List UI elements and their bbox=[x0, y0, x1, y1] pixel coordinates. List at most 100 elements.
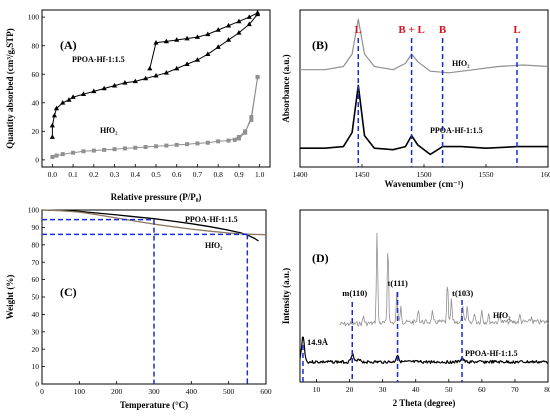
panel-a-x-tick-label: 0.7 bbox=[193, 170, 203, 179]
panel-d-frame bbox=[299, 209, 549, 383]
panel-b-series-line bbox=[300, 84, 548, 156]
panel-a-y-tick-label: 0 bbox=[35, 155, 39, 164]
panel-c: 0 100 200 300 400 500 600 0 10 20 30 40 50 60 70 80 90 10… bbox=[5, 206, 272, 410]
panel-b-series-line bbox=[300, 18, 549, 74]
panel-c-y-tick-label: 10 bbox=[32, 362, 40, 371]
panel-a-point bbox=[54, 153, 59, 158]
panel-a-point bbox=[49, 134, 55, 139]
panel-a-point bbox=[225, 37, 232, 42]
panel-a-point bbox=[215, 27, 221, 32]
panel-d-peak-label: t(111) bbox=[388, 278, 408, 288]
panel-b-band-label: B bbox=[439, 24, 447, 36]
panel-d-peak-label: t(103) bbox=[452, 288, 473, 298]
panel-a-point bbox=[80, 91, 87, 97]
panel-a-x-tick-label: 0.2 bbox=[89, 170, 99, 179]
panel-a-point bbox=[174, 65, 180, 71]
panel-a-point bbox=[254, 10, 261, 15]
panel-c-label: (C) bbox=[60, 285, 77, 299]
panel-b-band-label: L bbox=[513, 24, 520, 36]
panel-a-x-tick-label: 0.9 bbox=[234, 170, 244, 179]
panel-a-y-tick-label: 60 bbox=[32, 70, 40, 79]
panel-a-point bbox=[246, 14, 252, 19]
panel-a-y-tick-label: 100 bbox=[28, 13, 40, 22]
panel-a-series-line bbox=[234, 77, 259, 141]
panel-a-point bbox=[101, 85, 107, 91]
panel-a-point bbox=[60, 99, 66, 105]
panel-d-series-label: PPOA-Hf-1:1.5 bbox=[465, 349, 518, 358]
panel-a-series-label: PPOA-Hf-1:1.5 bbox=[72, 55, 125, 64]
panel-c-x-tick-label: 200 bbox=[111, 387, 123, 396]
panel-d-x-tick-label: 50 bbox=[445, 385, 453, 394]
panel-d-x-tick-label: 70 bbox=[511, 385, 519, 394]
panel-a-point bbox=[60, 152, 65, 157]
panel-a-x-tick-label: 0.8 bbox=[213, 170, 223, 179]
panel-c-y-label: Weight (%) bbox=[5, 275, 15, 320]
panel-a-point bbox=[174, 37, 180, 42]
panel-a-point bbox=[66, 97, 72, 102]
panel-a-point bbox=[246, 21, 252, 27]
panel-c-y-tick-label: 30 bbox=[32, 327, 40, 336]
panel-d-x-label: 2 Theta (degree) bbox=[393, 398, 456, 408]
panel-a-y-tick-label: 20 bbox=[32, 127, 40, 136]
panel-a-point bbox=[102, 147, 107, 152]
panel-c-y-tick-label: 20 bbox=[32, 345, 40, 354]
panel-a-point bbox=[50, 155, 55, 160]
panel-d-peak-label: m(110) bbox=[342, 288, 367, 298]
panel-a-point bbox=[226, 138, 231, 143]
panel-d-series-line bbox=[299, 336, 549, 365]
panel-a-point bbox=[205, 140, 210, 145]
panel-a-point bbox=[51, 112, 58, 118]
panel-b-band-label: B + L bbox=[398, 24, 424, 36]
panel-d-series-label: HfO₂ bbox=[493, 311, 511, 320]
panel-b-x-label: Wavenumber (cm⁻¹) bbox=[384, 179, 463, 189]
panel-a-point bbox=[153, 40, 159, 45]
panel-a-point bbox=[112, 147, 117, 152]
panel-d-x-tick-label: 20 bbox=[346, 385, 354, 394]
panel-b-series-label: PPOA-Hf-1:1.5 bbox=[430, 126, 483, 135]
panel-c-y-tick-label: 70 bbox=[32, 258, 40, 267]
panel-b-y-label: Absorbance (a.u.) bbox=[281, 54, 291, 122]
panel-b-series-label: HfO₂ bbox=[452, 59, 470, 68]
panel-c-x-tick-label: 600 bbox=[260, 387, 272, 396]
panel-c-y-tick-label: 80 bbox=[32, 240, 40, 249]
panel-a-point bbox=[249, 117, 254, 122]
panel-a-point bbox=[225, 22, 232, 28]
panel-a-x-label: Relative pressure (P/P₀) bbox=[111, 192, 202, 202]
panel-a-point bbox=[143, 145, 148, 150]
panel-a-point bbox=[185, 142, 190, 147]
panel-a-point bbox=[163, 70, 169, 75]
panel-b-label: (B) bbox=[312, 38, 328, 52]
panel-a-point bbox=[184, 35, 190, 41]
panel-c-y-tick-label: 100 bbox=[28, 206, 40, 215]
panel-a-point bbox=[53, 105, 60, 111]
panel-a-label: (A) bbox=[60, 38, 77, 52]
panel-b-x-tick-label: 1450 bbox=[355, 170, 370, 179]
panel-a-y-tick-label: 80 bbox=[32, 41, 40, 50]
panel-c-x-tick-label: 100 bbox=[74, 387, 86, 396]
panel-c-x-tick-label: 300 bbox=[148, 387, 160, 396]
panel-c-y-tick-label: 60 bbox=[32, 275, 40, 284]
panel-c-y-tick-label: 90 bbox=[32, 223, 40, 232]
panel-a-point bbox=[194, 34, 201, 39]
panel-a-point bbox=[232, 137, 237, 142]
panel-a-point bbox=[91, 148, 96, 153]
panel-d-x-tick-label: 30 bbox=[379, 385, 387, 394]
panel-a-point bbox=[194, 57, 201, 62]
panel-d-y-label: Intensity (a.u.) bbox=[281, 268, 291, 324]
panel-a: 0.0 0.1 0.2 0.3 0.4 0.5 0.6 0.7 0.8 0.9 1.0 0 20 40 60… bbox=[5, 9, 271, 202]
panel-c-x-tick-label: 500 bbox=[223, 387, 235, 396]
panel-b-x-tick-label: 1550 bbox=[479, 170, 494, 179]
panel-b-x-tick-label: 1500 bbox=[417, 170, 432, 179]
panel-c-x-tick-label: 400 bbox=[186, 387, 198, 396]
panel-a-point bbox=[49, 122, 55, 128]
panel-a-x-tick-label: 0.3 bbox=[110, 170, 120, 179]
panel-b: 1400 1450 1500 1550 1600 Wavenumber (cm⁻¹) Abs… bbox=[281, 9, 550, 189]
panel-a-y-tick-label: 40 bbox=[32, 98, 40, 107]
panel-c-y-tick-label: 40 bbox=[32, 310, 40, 319]
panel-a-point bbox=[164, 143, 169, 148]
panel-a-point bbox=[174, 142, 179, 147]
panel-a-point bbox=[143, 75, 149, 81]
panel-c-x-label: Temperature (°C) bbox=[120, 400, 188, 410]
panel-a-point bbox=[249, 115, 254, 120]
